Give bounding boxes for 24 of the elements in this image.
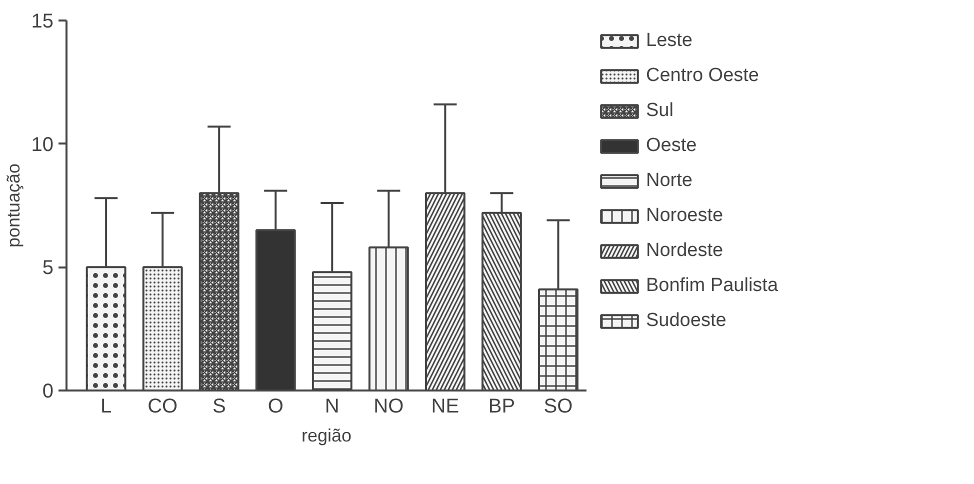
y-axis-title: pontuação (3, 163, 24, 248)
legend-label: Sul (646, 100, 674, 122)
x-tick-label: CO (148, 396, 178, 418)
x-tick-label: BP (488, 396, 516, 418)
legend-label: Bonfim Paulista (646, 275, 778, 297)
legend-label: Leste (646, 30, 692, 52)
y-tick-label: 5 (42, 257, 54, 280)
x-tick-label: O (268, 396, 284, 418)
legend-label: Centro Oeste (646, 65, 759, 87)
legend-label: Nordeste (646, 240, 724, 262)
x-tick-label: SO (544, 396, 573, 418)
legend-label: Norte (646, 170, 692, 192)
legend-label: Oeste (646, 135, 697, 157)
x-axis-title: região (301, 426, 352, 446)
legend-label: Noroeste (646, 205, 724, 227)
x-tick-label: S (212, 396, 226, 418)
y-tick-label: 10 (31, 134, 54, 156)
x-tick-label: L (100, 396, 112, 418)
y-tick-label: 0 (42, 380, 54, 402)
y-tick-label: 15 (31, 10, 54, 32)
x-tick-label: N (324, 396, 340, 418)
x-tick-label: NE (431, 396, 460, 418)
legend-label: Sudoeste (646, 310, 726, 332)
x-tick-label: NO (374, 396, 404, 418)
